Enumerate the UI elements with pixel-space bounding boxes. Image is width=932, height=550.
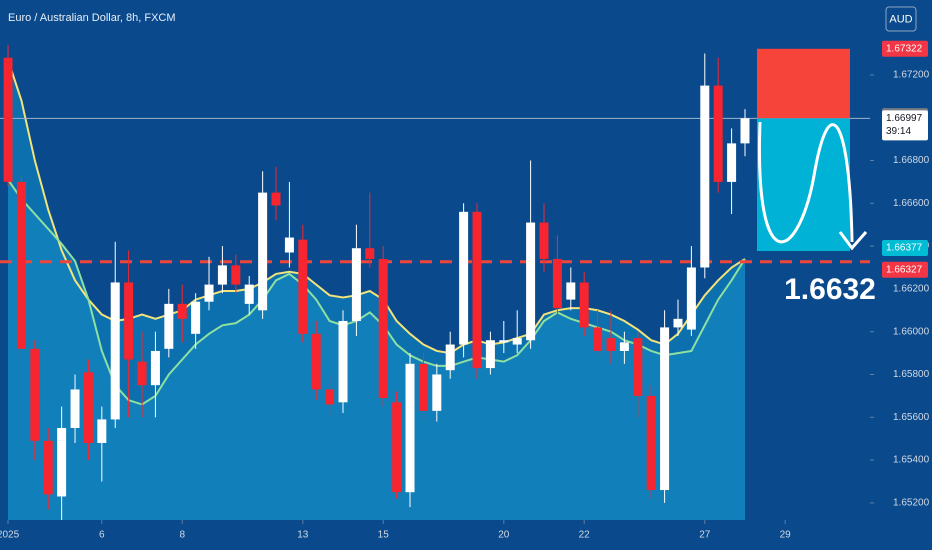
candle-body	[124, 282, 134, 360]
candle-body	[646, 395, 656, 491]
x-tick-label: 6	[99, 530, 105, 541]
candle-body	[43, 440, 53, 495]
position-target	[757, 118, 850, 252]
candle-body	[57, 427, 67, 497]
candle-body	[566, 282, 576, 300]
chart-title: Euro / Australian Dollar, 8h, FXCM	[8, 12, 176, 24]
candle-body	[579, 282, 589, 328]
candle-body	[284, 237, 294, 253]
y-tick-label: 1.67200	[893, 70, 930, 81]
stop-price-label-box	[882, 40, 928, 57]
candle-body	[338, 320, 348, 403]
x-tick-label: 2025	[0, 530, 20, 541]
candle-body	[552, 258, 562, 309]
x-tick-label: 22	[579, 530, 591, 541]
x-tick-label: 15	[378, 530, 390, 541]
candle-body	[16, 181, 26, 349]
candle-body	[418, 363, 428, 411]
candle-body	[405, 363, 415, 493]
target-price-label: 1.66377	[886, 243, 923, 254]
candle-body	[713, 85, 723, 182]
candle-body	[177, 303, 187, 319]
candle-body	[311, 333, 321, 390]
stop-price-label: 1.67322	[886, 43, 923, 54]
candle-body	[633, 338, 643, 396]
candle-body	[191, 301, 201, 334]
position-stop	[757, 48, 850, 119]
candle-body	[83, 372, 93, 443]
candle-body	[137, 361, 147, 386]
candle-body	[445, 344, 455, 371]
x-tick-label: 29	[780, 530, 792, 541]
y-tick-label: 1.65400	[893, 455, 930, 466]
candle-body	[110, 282, 120, 420]
candle-body	[472, 211, 482, 369]
candle-body	[150, 350, 160, 386]
candle-body	[499, 340, 509, 343]
countdown: 39:14	[886, 126, 911, 137]
candle-body	[593, 327, 603, 351]
candle-body	[30, 348, 40, 441]
candle-body	[392, 402, 402, 493]
candle-body	[378, 258, 388, 399]
candle-body	[217, 265, 227, 285]
y-tick-label: 1.66600	[893, 198, 930, 209]
y-tick-label: 1.65800	[893, 369, 930, 380]
x-tick-label: 20	[498, 530, 510, 541]
y-tick-label: 1.65600	[893, 412, 930, 423]
candle-body	[3, 57, 13, 182]
level-price-label: 1.66327	[886, 264, 923, 275]
candle-body	[432, 374, 442, 411]
candle-body	[526, 222, 536, 341]
x-tick-label: 27	[699, 530, 711, 541]
candle-body	[351, 248, 361, 321]
candle-body	[365, 248, 375, 259]
candle-body	[459, 211, 469, 345]
trade-arrowhead	[838, 231, 868, 251]
candle-body	[97, 419, 107, 443]
candle-body	[700, 85, 710, 268]
candle-body	[727, 143, 737, 182]
y-tick-label: 1.66000	[893, 326, 930, 337]
candle-body	[164, 303, 174, 349]
candle-body	[619, 342, 629, 351]
candle-body	[204, 284, 214, 302]
candle-body	[673, 318, 683, 328]
candle-body	[271, 192, 281, 206]
candle-body	[660, 327, 670, 491]
y-tick-label: 1.66200	[893, 284, 930, 295]
candle-body	[485, 340, 495, 369]
price-label: 1.66997	[886, 113, 923, 124]
y-tick-label: 1.66800	[893, 155, 930, 166]
x-tick-label: 8	[179, 530, 185, 541]
y-tick-label: 1.65200	[893, 498, 930, 509]
candle-body	[70, 389, 80, 428]
x-tick-label: 13	[297, 530, 309, 541]
candle-body	[258, 192, 268, 311]
candle-body	[244, 284, 254, 304]
ma-line	[7, 179, 746, 406]
trade-arrow	[757, 121, 854, 244]
level-note: 1.6632	[784, 273, 876, 306]
candle-body	[512, 338, 522, 345]
ma-area	[8, 179, 745, 520]
candle-body	[606, 338, 616, 351]
candle-body	[298, 239, 308, 334]
target-price-label-box	[882, 240, 928, 257]
candle-body	[686, 267, 696, 330]
candle-body	[740, 118, 750, 144]
candle-body	[231, 265, 241, 285]
candle-body	[539, 222, 549, 259]
price-label-box	[882, 110, 928, 141]
level-price-label-box	[882, 261, 928, 278]
currency-button[interactable]	[885, 6, 917, 32]
currency-label[interactable]: AUD	[889, 13, 912, 25]
candle-body	[325, 389, 335, 405]
